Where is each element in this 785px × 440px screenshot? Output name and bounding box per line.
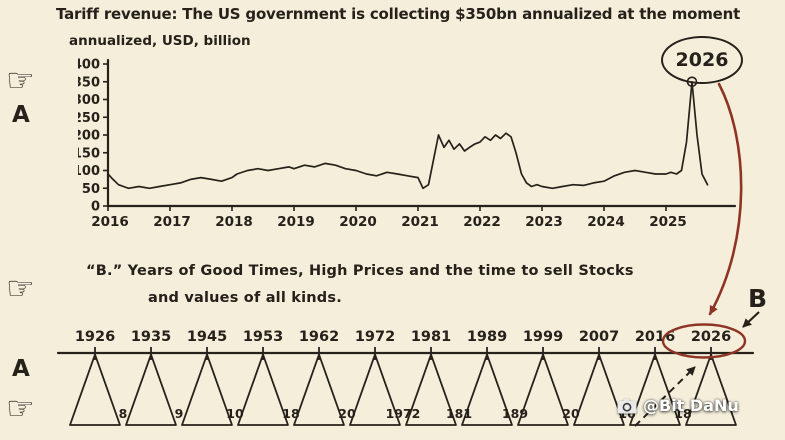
y-tick-label: 400 <box>78 58 100 73</box>
x-tick-label: 2023 <box>525 214 563 230</box>
y-tick-label: 250 <box>78 111 100 126</box>
cycle-triangle <box>405 353 457 426</box>
x-tick-label: 2024 <box>587 214 625 230</box>
timeline-year-label: 2026 <box>691 329 731 345</box>
cycle-triangle <box>685 353 737 426</box>
timeline-year-label: 1935 <box>131 329 171 345</box>
watermark-text: @Bit DaNu <box>643 396 739 415</box>
x-tick-label: 2025 <box>649 214 687 230</box>
timeline-year-label: 2007 <box>579 329 619 345</box>
cycle-interval-label: 9 <box>175 406 184 421</box>
x-tick-label: 2021 <box>401 214 439 230</box>
cycle-triangle <box>181 353 233 426</box>
camera-icon <box>617 398 637 413</box>
watermark: @Bit DaNu <box>617 396 739 415</box>
cycle-interval-label: 8 <box>119 406 128 421</box>
y-tick-label: 0 <box>91 200 100 215</box>
cycle-interval-label: 10 <box>226 406 244 421</box>
timeline-year-label: 1953 <box>243 329 283 345</box>
cycle-interval-label: 181 <box>446 406 472 421</box>
cycle-triangle <box>293 353 345 426</box>
note-line-2: and values of all kinds. <box>148 290 342 306</box>
cycle-interval-label: 20 <box>338 406 356 421</box>
label-a-top: A <box>12 102 30 128</box>
y-tick-label: 200 <box>78 129 100 144</box>
x-tick-label: 2016 <box>91 214 129 230</box>
cycle-interval-label: 20 <box>562 406 580 421</box>
label-b: B <box>748 284 768 313</box>
revenue-line <box>107 80 709 190</box>
x-tick-label: 2022 <box>463 214 501 230</box>
cycle-triangle <box>125 353 177 426</box>
x-tick-label: 2019 <box>277 214 315 230</box>
timeline-year-label: 2016 <box>635 329 675 345</box>
timeline-year-label: 1926 <box>75 329 115 345</box>
pointing-hand-icon: ☞ <box>6 269 35 307</box>
y-tick-label: 150 <box>78 146 100 161</box>
cycle-triangle <box>69 353 121 426</box>
cycle-triangle <box>517 353 569 426</box>
timeline-year-label: 1945 <box>187 329 227 345</box>
timeline-year-label: 1981 <box>411 329 451 345</box>
x-tick-label: 2020 <box>339 214 377 230</box>
note-line-1: “B.” Years of Good Times, High Prices an… <box>86 263 634 279</box>
timeline-year-label: 1972 <box>355 329 395 345</box>
label-a-bottom: A <box>12 356 30 382</box>
y-tick-label: 100 <box>78 164 100 179</box>
circled-2026-annotation: 2026 <box>661 36 743 84</box>
cycle-interval-label: 1972 <box>386 406 421 421</box>
timeline-year-label: 1999 <box>523 329 563 345</box>
x-tick-label: 2018 <box>215 214 253 230</box>
cycle-triangle <box>573 353 625 426</box>
page-title: Tariff revenue: The US government is col… <box>56 5 741 23</box>
x-tick-label: 2017 <box>153 214 191 230</box>
timeline-year-label: 1989 <box>467 329 507 345</box>
timeline-year-label: 1962 <box>299 329 339 345</box>
cycle-triangle <box>237 353 289 426</box>
y-tick-label: 50 <box>82 182 100 197</box>
y-tick-label: 350 <box>78 75 100 90</box>
circled-2026-text: 2026 <box>675 49 729 71</box>
cycle-interval-label: 189 <box>502 406 528 421</box>
y-tick-label: 300 <box>78 93 100 108</box>
benner-cycle-timeline: 1926 1935 1945 1953 1962 1972 1981 1989 1999 2007… <box>56 329 755 426</box>
pointing-hand-icon: ☞ <box>6 61 35 99</box>
chart-axis-unit-label: annualized, USD, billion <box>69 33 251 49</box>
cycle-triangle <box>461 353 513 426</box>
pointing-hand-icon: ☞ <box>6 389 35 427</box>
cycle-triangle <box>349 353 401 426</box>
b-pointer-arrow <box>742 311 760 328</box>
tariff-line-chart: 0 50 100 150 200 250 300 350 400 2016 2017 2018 2019… <box>78 58 737 230</box>
cycle-interval-label: 18 <box>282 406 299 421</box>
